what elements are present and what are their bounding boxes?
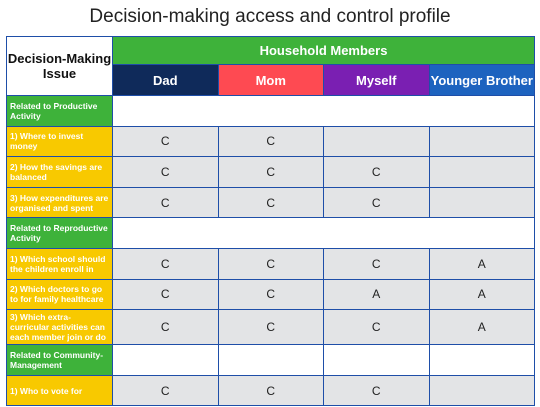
table-body: Related to Productive Activity 1) Where t… (6, 95, 536, 407)
access-control-cell: C (112, 125, 219, 158)
access-control-cell: C (217, 374, 324, 407)
access-control-cell: C (217, 309, 324, 346)
access-control-cell (323, 125, 430, 158)
access-control-cell: C (323, 247, 430, 280)
table-row: 1) Who to vote for C C C (6, 374, 536, 407)
member-header-myself: Myself (323, 64, 430, 96)
section-spacer (112, 344, 219, 376)
access-control-cell (428, 125, 536, 158)
access-control-cell: C (217, 156, 324, 188)
section-spacer (111, 217, 536, 249)
section-row: Related to Reproductive Activity (6, 217, 536, 249)
household-members-header: Household Members (111, 36, 536, 65)
decision-issue-label: 2) Which doctors to go to for family hea… (6, 278, 113, 311)
section-row: Related to Community-Management (6, 344, 536, 376)
decision-issue-label: 3) How expenditures are organised and sp… (6, 186, 113, 219)
access-control-cell: C (323, 309, 430, 346)
decision-issue-label: 1) Which school should the children enro… (6, 247, 113, 280)
decision-issue-label: 1) Who to vote for (6, 374, 113, 407)
access-control-cell: C (112, 374, 219, 407)
access-control-cell: C (217, 125, 324, 158)
decision-profile-table: Decision-Making Issue Household Members … (6, 36, 536, 407)
section-label: Related to Reproductive Activity (6, 217, 113, 249)
access-control-cell (428, 156, 536, 188)
access-control-cell: C (112, 309, 219, 346)
section-label: Related to Productive Activity (6, 95, 113, 127)
access-control-cell: C (217, 247, 324, 280)
access-control-cell: A (428, 247, 536, 280)
access-control-cell (428, 186, 536, 219)
access-control-cell: C (217, 278, 324, 311)
table-row: 1) Which school should the children enro… (6, 247, 536, 280)
member-header-younger-brother: Younger Brother (428, 64, 536, 96)
issue-column-header: Decision-Making Issue (6, 36, 113, 96)
access-control-cell: A (428, 309, 536, 346)
decision-issue-label: 3) Which extra-curricular activities can… (6, 309, 113, 346)
section-row: Related to Productive Activity (6, 95, 536, 127)
access-control-cell: C (112, 247, 219, 280)
table-row: 1) Where to invest money C C (6, 125, 536, 158)
access-control-cell: A (323, 278, 430, 311)
access-control-cell: A (428, 278, 536, 311)
section-spacer (217, 344, 324, 376)
access-control-cell: C (217, 186, 324, 219)
access-control-cell: C (112, 186, 219, 219)
decision-issue-label: 2) How the savings are balanced (6, 156, 113, 188)
table-row: 3) Which extra-curricular activities can… (6, 309, 536, 346)
page-title: Decision-making access and control profi… (89, 6, 451, 27)
decision-issue-label: 1) Where to invest money (6, 125, 113, 158)
section-label: Related to Community-Management (6, 344, 113, 376)
access-control-cell (428, 374, 536, 407)
access-control-cell: C (323, 186, 430, 219)
table-row: 3) How expenditures are organised and sp… (6, 186, 536, 219)
member-header-dad: Dad (112, 64, 219, 96)
section-spacer (323, 344, 430, 376)
access-control-cell: C (112, 156, 219, 188)
section-spacer (428, 344, 536, 376)
access-control-cell: C (323, 156, 430, 188)
table-row: 2) How the savings are balanced C C C (6, 156, 536, 188)
access-control-cell: C (323, 374, 430, 407)
member-header-mom: Mom (217, 64, 324, 96)
section-spacer (111, 95, 536, 127)
access-control-cell: C (112, 278, 219, 311)
table-row: 2) Which doctors to go to for family hea… (6, 278, 536, 311)
